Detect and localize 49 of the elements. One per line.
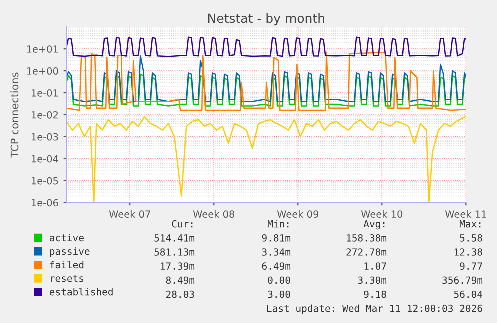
text: 56.04 bbox=[454, 290, 483, 298]
text: 17.39m bbox=[161, 262, 195, 270]
line-series bbox=[66, 74, 466, 107]
text: 12.38 bbox=[454, 248, 482, 256]
legend-label: resets bbox=[51, 275, 84, 282]
y-axis-title: TCP connections bbox=[10, 72, 19, 158]
text: Last update: Wed Mar 11 12:00:03 2026 bbox=[267, 304, 482, 314]
y-tick-label: 1e-01 bbox=[32, 90, 58, 97]
legend-label: failed bbox=[50, 261, 84, 269]
text: 158.38m bbox=[347, 234, 387, 242]
line-series bbox=[66, 55, 466, 102]
text: 272.78m bbox=[346, 248, 387, 256]
text: 3.30m bbox=[358, 276, 387, 284]
legend-label: passive bbox=[50, 248, 90, 258]
text: Cur: bbox=[172, 220, 193, 228]
y-tick-label: 1e+01 bbox=[27, 46, 58, 53]
text: Min: bbox=[268, 220, 289, 228]
line-series bbox=[66, 36, 466, 58]
text: 1.07 bbox=[364, 262, 386, 270]
text: 3.34m bbox=[262, 248, 291, 256]
text: 514.41m bbox=[154, 234, 195, 242]
y-tick-label: 1e+00 bbox=[27, 68, 58, 75]
x-tick-label: Week 08 bbox=[193, 210, 235, 218]
x-tick-label: Week 10 bbox=[361, 210, 403, 218]
text: 9.81m bbox=[262, 234, 291, 242]
x-tick-label: Week 09 bbox=[277, 210, 319, 218]
y-tick-label: 1e-05 bbox=[32, 177, 58, 185]
text: Max: bbox=[460, 220, 481, 228]
y-tick-label: 1e-03 bbox=[32, 133, 58, 141]
text: 9.77 bbox=[460, 262, 482, 270]
text: 5.58 bbox=[460, 234, 482, 242]
text: 28.03 bbox=[166, 290, 194, 298]
y-tick-label: 1e-06 bbox=[32, 199, 58, 207]
x-tick-label: Week 07 bbox=[109, 210, 150, 218]
text: 3.00 bbox=[268, 290, 290, 298]
y-tick-label: 1e-02 bbox=[32, 111, 58, 119]
text: 9.18 bbox=[364, 290, 386, 298]
legend-label: established bbox=[50, 288, 113, 296]
text: 356.79m bbox=[442, 276, 483, 284]
text: 6.49m bbox=[262, 262, 291, 270]
x-tick-label: Week 11 bbox=[445, 210, 486, 218]
text: Avg: bbox=[364, 220, 385, 230]
line-series bbox=[66, 52, 466, 112]
text: 8.49m bbox=[166, 276, 195, 284]
chart-title: Netstat - by month bbox=[208, 13, 324, 26]
legend-label: active bbox=[50, 234, 84, 242]
text: 0.00 bbox=[268, 276, 290, 284]
text: 581.13m bbox=[154, 248, 195, 256]
y-tick-label: 1e-04 bbox=[32, 155, 58, 163]
